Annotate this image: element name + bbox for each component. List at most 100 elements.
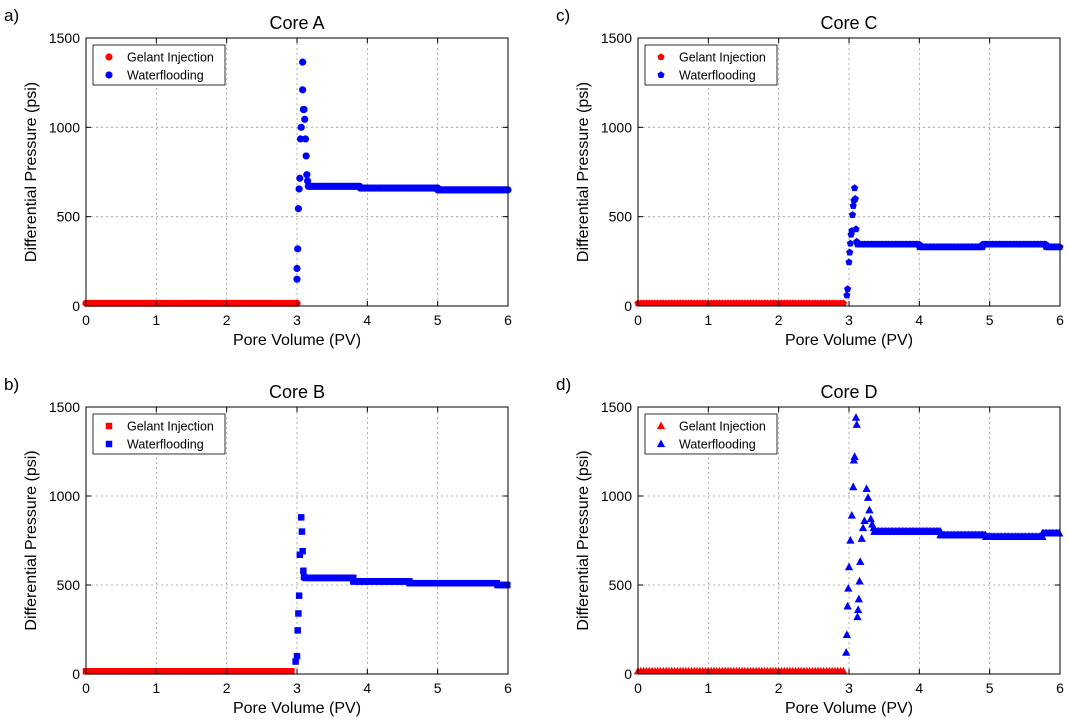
y-tick-label: 1000 (601, 488, 632, 504)
series-waterflooding (843, 184, 1064, 299)
x-tick-label: 3 (293, 680, 301, 696)
data-point (294, 205, 303, 213)
chart-core-c: 0 1 2 3 4 5 6 0 500 1000 1500 Core C Pore Volume (PV… (575, 13, 1064, 349)
data-point (839, 299, 847, 307)
data-point (848, 211, 857, 218)
x-tick-label: 4 (915, 680, 923, 696)
data-point (295, 610, 302, 617)
chart-title: Core B (269, 382, 325, 402)
x-axis-label: Pore Volume (PV) (233, 700, 361, 717)
y-tick-label: 500 (609, 577, 633, 593)
y-tick-label: 0 (624, 666, 632, 682)
data-point (297, 514, 305, 521)
data-point (854, 605, 863, 614)
data-point (850, 452, 859, 460)
legend: Gelant Injection Waterflooding (92, 413, 226, 455)
data-point (299, 547, 306, 555)
data-point (300, 567, 307, 574)
y-tick-label: 0 (72, 666, 80, 682)
x-tick-label: 1 (152, 312, 160, 328)
legend-entry: Gelant Injection (679, 51, 766, 65)
y-tick-label: 1500 (49, 399, 80, 415)
data-point (296, 551, 304, 558)
series-waterflooding (842, 413, 1064, 656)
data-point (853, 612, 862, 621)
data-point (842, 630, 852, 638)
x-tick-label: 0 (82, 312, 90, 328)
chart-title: Core A (269, 13, 324, 33)
x-tick-label: 1 (704, 312, 712, 328)
data-point (839, 666, 848, 675)
y-tick-label: 500 (57, 209, 81, 225)
data-point (844, 584, 853, 592)
x-tick-label: 3 (845, 680, 853, 696)
data-point (858, 523, 868, 532)
data-point (350, 574, 357, 582)
data-point (854, 594, 863, 603)
panel-label-d: d) (556, 375, 571, 394)
data-point (863, 493, 873, 501)
legend-marker (105, 422, 113, 430)
series-gelant-injection (82, 668, 295, 675)
data-point (865, 505, 874, 514)
x-tick-label: 1 (704, 680, 712, 696)
x-tick-label: 5 (986, 680, 994, 696)
series-waterflooding (293, 58, 512, 283)
data-point (849, 482, 858, 491)
data-point (856, 557, 865, 565)
x-tick-label: 4 (363, 680, 371, 696)
data-point (293, 652, 301, 660)
x-tick-label: 0 (634, 312, 642, 328)
data-point (849, 202, 857, 209)
legend-marker (656, 421, 666, 430)
data-point (301, 115, 309, 123)
data-point (295, 185, 303, 193)
data-point (293, 264, 301, 273)
legend-entry: Waterflooding (127, 438, 204, 452)
data-point (842, 648, 851, 656)
data-point (844, 562, 854, 571)
data-point (292, 658, 299, 665)
y-tick-label: 1500 (601, 30, 632, 46)
data-point (866, 514, 875, 523)
x-tick-label: 6 (504, 312, 512, 328)
legend-box (92, 44, 226, 86)
legend-entry: Waterflooding (127, 69, 204, 83)
panel-label-c: c) (556, 6, 570, 25)
data-point (851, 413, 861, 421)
chart-core-a: 0 1 2 3 4 5 6 0 500 1000 1500 Core A Pore Volume (PV… (23, 13, 512, 349)
data-point (299, 86, 307, 94)
data-point (295, 592, 303, 599)
data-point (301, 135, 310, 143)
x-tick-label: 0 (82, 680, 90, 696)
y-axis-label: Differential Pressure (psi) (23, 450, 40, 630)
data-point (843, 601, 852, 610)
data-point (298, 528, 306, 535)
series-waterflooding (292, 514, 511, 665)
x-tick-label: 0 (634, 680, 642, 696)
data-point (294, 627, 301, 634)
legend-box (92, 413, 226, 455)
legend-box (644, 44, 778, 86)
series-gelant-injection (633, 666, 848, 675)
data-point (857, 534, 866, 542)
y-tick-label: 1000 (601, 119, 632, 135)
panel-label-a: a) (4, 6, 19, 25)
y-tick-label: 1000 (49, 488, 80, 504)
data-point (845, 258, 853, 266)
y-axis-label: Differential Pressure (psi) (575, 450, 592, 630)
y-tick-label: 1000 (49, 119, 80, 135)
x-tick-label: 3 (293, 312, 301, 328)
x-axis-label: Pore Volume (PV) (785, 700, 913, 717)
data-point (302, 152, 310, 160)
legend-entry: Waterflooding (679, 69, 756, 83)
panel-label-b: b) (4, 375, 19, 394)
x-tick-label: 5 (434, 312, 442, 328)
chart-title: Core C (820, 13, 877, 33)
x-tick-label: 5 (986, 312, 994, 328)
legend: Gelant Injection Waterflooding (644, 44, 778, 86)
y-tick-label: 0 (624, 298, 632, 314)
data-point (297, 123, 305, 131)
x-tick-label: 4 (363, 312, 371, 328)
